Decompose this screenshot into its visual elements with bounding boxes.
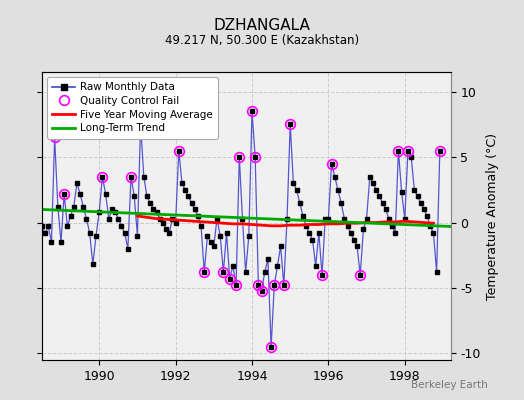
Text: 49.217 N, 50.300 E (Kazakhstan): 49.217 N, 50.300 E (Kazakhstan) [165,34,359,47]
Y-axis label: Temperature Anomaly (°C): Temperature Anomaly (°C) [486,132,499,300]
Legend: Raw Monthly Data, Quality Control Fail, Five Year Moving Average, Long-Term Tren: Raw Monthly Data, Quality Control Fail, … [47,77,219,138]
Text: DZHANGALA: DZHANGALA [214,18,310,33]
Text: Berkeley Earth: Berkeley Earth [411,380,487,390]
